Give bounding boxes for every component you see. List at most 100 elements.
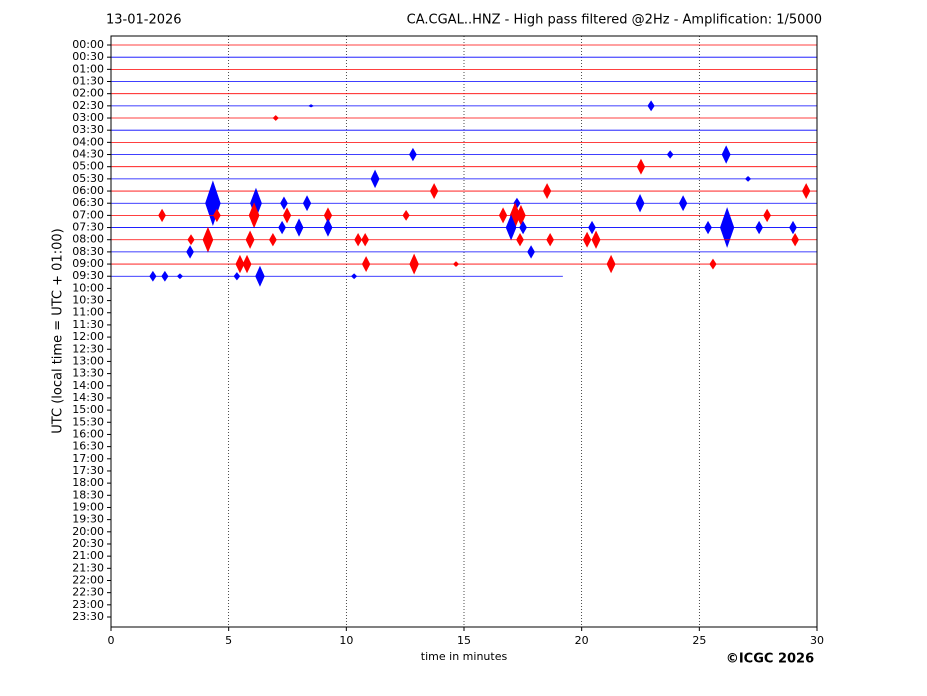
seismic-event: [802, 183, 811, 199]
y-tick-label: 11:00: [72, 306, 104, 319]
y-tick-label: 15:30: [72, 415, 104, 428]
seismic-event: [745, 176, 752, 182]
y-tick-label: 21:00: [72, 549, 104, 562]
seismic-event: [282, 207, 292, 224]
y-tick-label: 10:00: [72, 281, 104, 294]
seismic-event: [588, 220, 596, 235]
seismic-event: [187, 234, 195, 246]
y-tick-label: 02:30: [72, 99, 104, 112]
y-tick-label: 21:30: [72, 561, 104, 574]
seismic-event: [202, 226, 214, 253]
seismic-event: [302, 195, 312, 212]
seismic-event: [409, 253, 419, 275]
seismic-event: [704, 220, 712, 235]
y-tick-label: 22:00: [72, 573, 104, 586]
seismic-event: [294, 218, 304, 237]
seismic-event: [323, 207, 333, 224]
y-tick-label: 14:00: [72, 379, 104, 392]
y-axis-label: UTC (local time = UTC + 01:00): [51, 228, 66, 433]
seismic-event: [519, 220, 527, 235]
seismic-event: [647, 100, 655, 112]
seismic-event: [370, 169, 380, 189]
x-tick-label: 30: [810, 634, 824, 647]
seismic-event: [361, 233, 370, 247]
y-tick-label: 02:00: [72, 87, 104, 100]
y-tick-label: 20:30: [72, 537, 104, 550]
y-tick-label: 22:30: [72, 586, 104, 599]
seismic-event: [719, 207, 735, 248]
seismic-event: [149, 270, 157, 282]
seismic-event: [516, 204, 526, 226]
seismic-event: [498, 207, 508, 224]
y-tick-label: 07:30: [72, 221, 104, 234]
seismic-event: [242, 254, 252, 274]
y-tick-label: 12:30: [72, 342, 104, 355]
y-tick-label: 08:00: [72, 233, 104, 246]
y-tick-label: 04:30: [72, 148, 104, 161]
seismic-event: [402, 209, 410, 221]
y-tick-label: 18:00: [72, 476, 104, 489]
y-tick-label: 08:30: [72, 245, 104, 258]
seismic-event: [248, 202, 260, 229]
seismic-event: [678, 195, 688, 212]
y-tick-label: 00:00: [72, 38, 104, 51]
seismic-event: [763, 208, 771, 223]
seismic-event: [361, 256, 371, 273]
seismic-event: [233, 272, 241, 281]
y-tick-label: 01:30: [72, 75, 104, 88]
x-tick-label: 10: [339, 634, 353, 647]
y-tick-label: 05:30: [72, 172, 104, 185]
seismic-event: [255, 265, 265, 287]
y-tick-label: 23:00: [72, 598, 104, 611]
y-tick-label: 18:30: [72, 488, 104, 501]
seismic-event: [546, 233, 554, 247]
y-tick-label: 06:00: [72, 184, 104, 197]
seismic-event: [280, 196, 288, 210]
y-tick-label: 09:30: [72, 269, 104, 282]
seismic-event: [755, 220, 763, 235]
y-tick-label: 03:00: [72, 111, 104, 124]
y-tick-label: 07:00: [72, 208, 104, 221]
seismic-event: [245, 230, 255, 249]
seismic-event: [582, 231, 592, 248]
seismic-event: [354, 233, 362, 247]
seismic-event: [272, 115, 279, 121]
y-tick-label: 13:30: [72, 367, 104, 380]
x-tick-label: 25: [692, 634, 706, 647]
x-tick-label: 20: [575, 634, 589, 647]
y-tick-label: 03:30: [72, 123, 104, 136]
seismic-event: [269, 233, 277, 247]
seismic-event: [278, 220, 286, 235]
seismic-event: [789, 220, 797, 235]
y-tick-label: 10:30: [72, 294, 104, 307]
seismic-event: [505, 214, 517, 241]
seismic-event: [721, 145, 731, 164]
seismic-event: [452, 261, 460, 267]
seismic-event: [527, 245, 535, 259]
chart-title: CA.CGAL..HNZ - High pass filtered @2Hz -…: [407, 13, 822, 28]
seismic-event: [791, 233, 799, 247]
date: 13-01-2026: [106, 13, 182, 28]
x-axis-label: time in minutes: [421, 650, 508, 663]
y-tick-label: 13:00: [72, 354, 104, 367]
seismic-event: [323, 218, 333, 237]
y-tick-label: 12:00: [72, 330, 104, 343]
seismic-event: [606, 254, 616, 274]
y-tick-label: 23:30: [72, 610, 104, 623]
y-tick-label: 14:30: [72, 391, 104, 404]
seismic-event: [429, 183, 439, 199]
x-tick-label: 15: [457, 634, 471, 647]
y-tick-label: 04:00: [72, 135, 104, 148]
seismic-event: [409, 147, 417, 162]
y-tick-label: 01:00: [72, 62, 104, 75]
seismic-event: [158, 208, 166, 223]
y-tick-label: 06:30: [72, 196, 104, 209]
y-tick-label: 17:30: [72, 464, 104, 477]
seismic-event: [213, 208, 221, 223]
seismic-event: [351, 273, 358, 280]
seismic-event: [161, 270, 169, 282]
seismic-event: [591, 230, 601, 249]
seismic-event: [308, 104, 314, 108]
y-tick-label: 09:00: [72, 257, 104, 270]
